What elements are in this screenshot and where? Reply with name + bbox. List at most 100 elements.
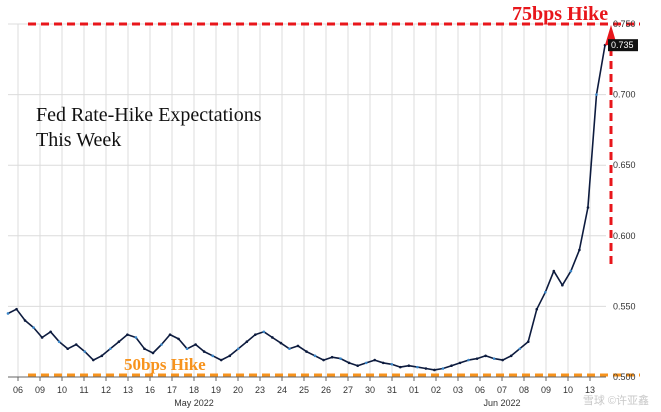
data-point <box>364 361 368 365</box>
x-axis: 06 09 10 11 12 13 16 17 18 19 20 23 24 25 26 27 30 31 01 02… <box>8 376 606 408</box>
data-point <box>91 358 95 362</box>
data-point <box>458 361 462 365</box>
x-tick-label: 31 <box>387 385 397 395</box>
data-point <box>356 364 359 368</box>
x-tick-label: 30 <box>365 385 375 395</box>
data-point <box>330 355 334 359</box>
arrow-annotation <box>605 25 617 265</box>
data-point <box>561 283 564 287</box>
data-point <box>501 358 504 362</box>
data-point <box>441 367 445 370</box>
x-tick-label: 16 <box>145 385 155 395</box>
month-label: Jun 2022 <box>483 398 520 408</box>
y-tick-label: 0.550 <box>613 301 636 311</box>
y-tick-label: 0.750 <box>613 19 636 29</box>
data-point <box>32 326 35 329</box>
x-tick-label: 06 <box>13 385 23 395</box>
data-point <box>100 354 104 358</box>
x-tick-label: 09 <box>541 385 551 395</box>
data-point <box>134 336 138 339</box>
x-tick-label: 11 <box>79 385 88 395</box>
data-point <box>492 357 496 360</box>
watermark: 雪球 ©许亚鑫 <box>582 395 649 407</box>
data-point <box>15 307 18 311</box>
data-point <box>475 357 479 360</box>
data-point <box>66 347 69 351</box>
data-point <box>23 319 27 322</box>
data-point <box>450 364 453 368</box>
data-point <box>390 362 394 366</box>
y-tick-label: 0.650 <box>613 160 636 170</box>
data-point <box>57 340 61 344</box>
data-point <box>518 347 522 351</box>
data-point <box>168 333 172 336</box>
data-point <box>254 333 257 336</box>
y-tick-label: 0.500 <box>613 372 636 382</box>
data-point <box>305 350 308 353</box>
data-point <box>313 354 317 358</box>
data-point <box>407 364 411 368</box>
data-point <box>339 357 342 360</box>
data-point <box>416 365 419 369</box>
data-point <box>160 343 163 346</box>
x-tick-label: 27 <box>343 385 353 395</box>
data-point <box>373 358 377 362</box>
x-tick-label: 18 <box>189 385 199 395</box>
y-tick-label: 0.600 <box>613 231 636 241</box>
data-point <box>595 93 598 96</box>
x-tick-label: 01 <box>409 385 419 395</box>
data-point <box>569 269 573 273</box>
data-point <box>143 347 146 351</box>
y-axis: 0.750 0.700 0.650 0.600 0.550 0.500 0.735 <box>608 19 638 382</box>
data-point <box>544 290 547 294</box>
x-tick-label: 17 <box>167 385 177 395</box>
data-point <box>322 358 325 362</box>
data-point <box>535 307 539 311</box>
data-point <box>177 337 180 341</box>
data-point <box>424 367 428 370</box>
data-point <box>467 358 470 362</box>
data-point <box>74 343 78 346</box>
x-tick-label: 06 <box>475 385 485 395</box>
hike-50-label: 50bps Hike <box>124 355 206 374</box>
x-tick-label: 23 <box>255 385 265 395</box>
data-point <box>578 248 581 252</box>
data-point <box>296 344 300 348</box>
data-point <box>185 347 189 351</box>
data-point <box>271 336 274 339</box>
chart-title-text: Fed Rate-Hike Expectations This Week <box>36 104 262 151</box>
month-label: May 2022 <box>174 398 214 408</box>
x-tick-label: 03 <box>453 385 463 395</box>
series-path <box>7 45 606 371</box>
x-tick-label: 09 <box>35 385 45 395</box>
data-point <box>245 340 249 344</box>
data-point <box>526 340 530 344</box>
data-point <box>194 343 197 346</box>
data-point <box>40 336 44 339</box>
x-tick-label: 24 <box>277 385 287 395</box>
data-point <box>6 312 10 315</box>
data-point <box>117 340 121 344</box>
data-point <box>433 368 436 372</box>
data-point <box>151 351 155 355</box>
data-point <box>279 341 283 345</box>
data-point <box>381 361 385 365</box>
x-tick-label: 12 <box>101 385 111 395</box>
data-point <box>109 347 112 351</box>
x-tick-label: 10 <box>57 385 67 395</box>
x-tick-label: 19 <box>211 385 221 395</box>
data-point <box>83 350 87 353</box>
data-point <box>49 330 52 334</box>
grid-lines <box>8 23 606 378</box>
x-tick-label: 07 <box>497 385 507 395</box>
x-tick-label: 02 <box>431 385 441 395</box>
data-point <box>211 354 214 358</box>
data-point <box>347 361 351 365</box>
data-point <box>288 347 291 351</box>
x-tick-label: 13 <box>123 385 133 395</box>
data-point <box>399 365 402 369</box>
reference-lines <box>28 22 640 377</box>
hike-75-label: 75bps Hike <box>512 3 609 25</box>
data-point <box>202 350 206 353</box>
